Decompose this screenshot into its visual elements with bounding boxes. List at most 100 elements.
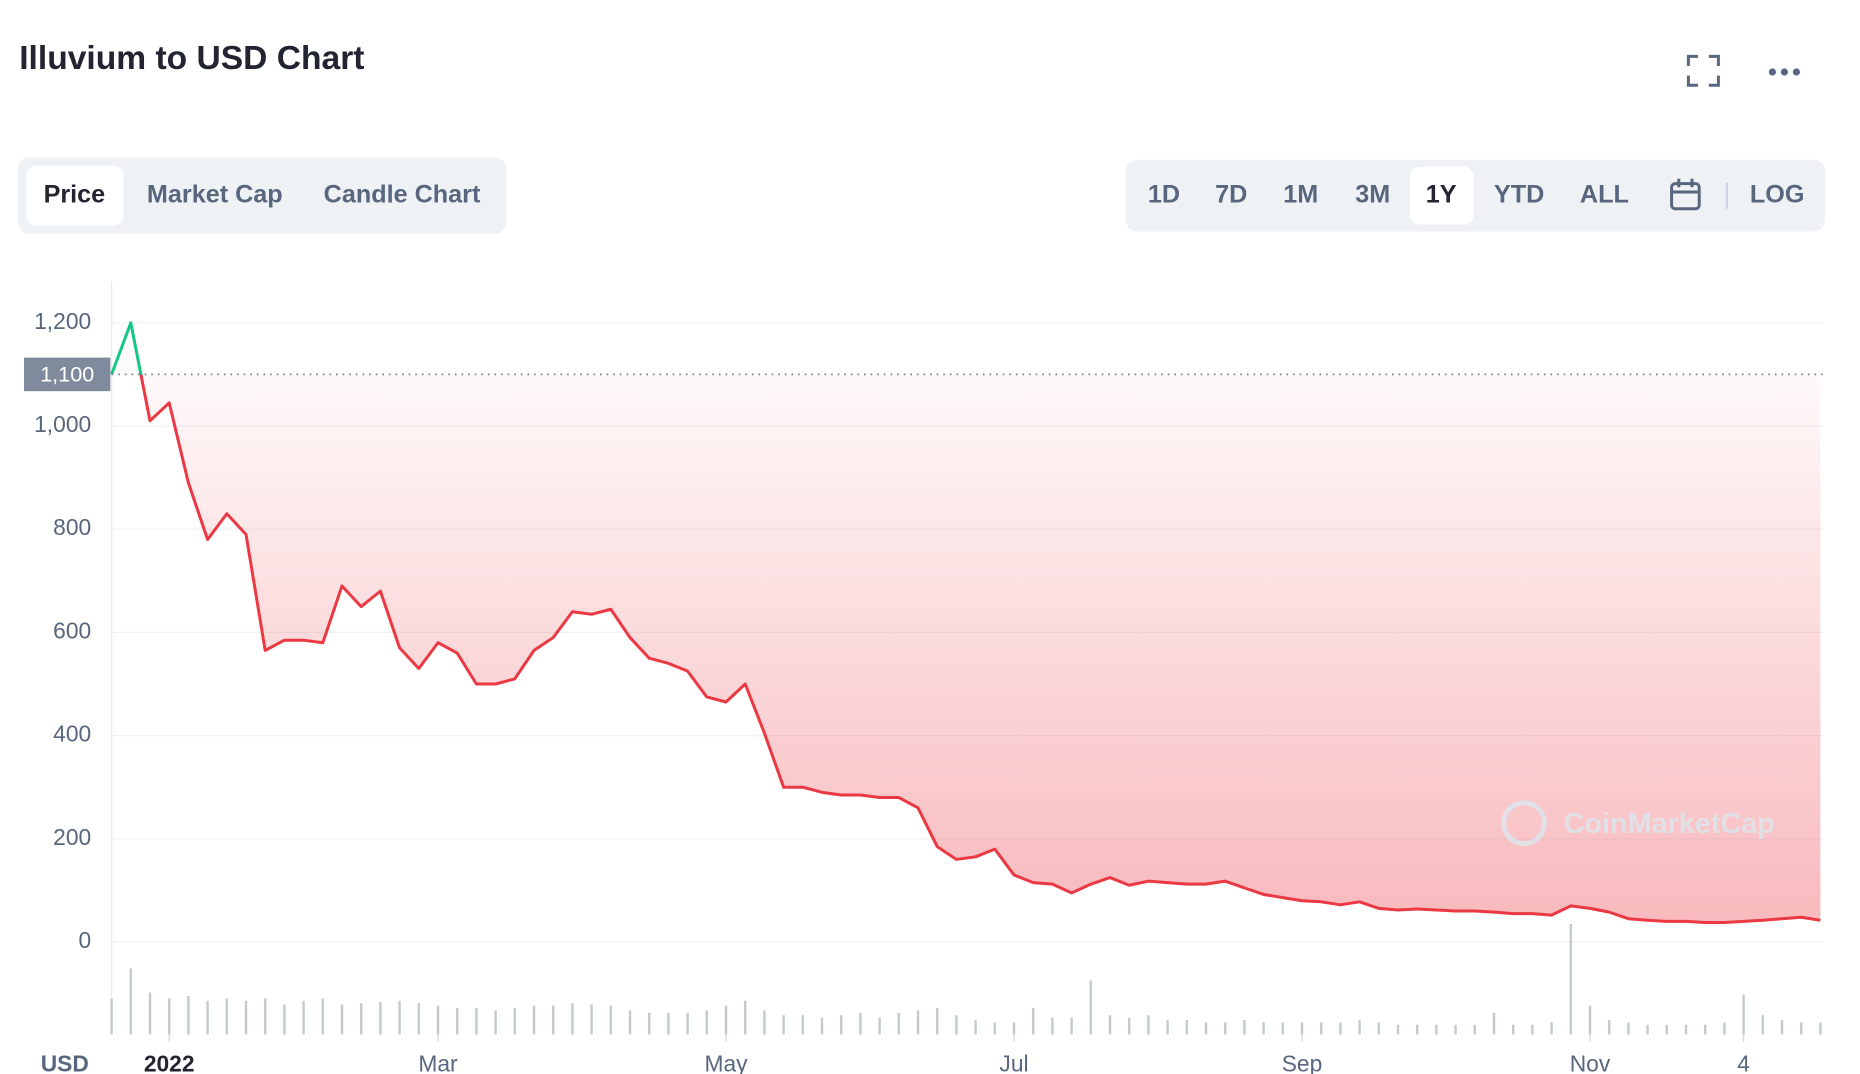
volume-bar — [1396, 1024, 1400, 1035]
reference-label-box — [24, 357, 111, 392]
volume-bar — [1377, 1022, 1380, 1035]
volume-bar — [571, 1003, 574, 1035]
range-active — [1410, 166, 1474, 225]
volume-bar — [379, 1002, 382, 1035]
volume-bar — [1281, 1022, 1284, 1035]
plot: 0 200 400 600 800 1,000 1,200 2022 Mar May Jul Sep N… — [24, 281, 1824, 1074]
volume-bar — [436, 1005, 440, 1035]
volume-bar — [1761, 1015, 1764, 1035]
volume-bar — [667, 1012, 670, 1035]
volume-bar — [590, 1004, 593, 1035]
volume-bar — [1166, 1020, 1169, 1035]
volume-bar — [1665, 1024, 1668, 1035]
volume-bar — [744, 1000, 747, 1035]
volume-bar — [1185, 1020, 1188, 1035]
volume-bar — [1646, 1024, 1649, 1035]
volume-bar — [1492, 1012, 1496, 1035]
volume-bar — [1051, 1017, 1054, 1035]
x-tick-label: Nov — [1570, 1051, 1611, 1074]
volume-bar — [1512, 1024, 1515, 1035]
volume-bar — [724, 1005, 728, 1035]
calendar-button[interactable] — [1670, 178, 1701, 211]
volume-bar — [110, 998, 113, 1035]
more-button[interactable] — [1768, 68, 1800, 76]
range-bar — [1125, 159, 1826, 232]
volume-bar — [936, 1008, 939, 1035]
volume-bar — [1089, 980, 1092, 1035]
volume-bar — [955, 1015, 958, 1035]
volume-bar — [1032, 1008, 1035, 1035]
tab[interactable]: Candle Chart — [324, 180, 481, 208]
volume-bar — [360, 1003, 363, 1035]
y-tick-label: 400 — [53, 721, 91, 747]
y-tick-label: 0 — [79, 927, 92, 953]
volume-bar — [417, 1003, 420, 1035]
volume-bar — [1627, 1022, 1630, 1035]
volume-bar — [916, 1010, 920, 1035]
volume-bar — [1108, 1015, 1112, 1035]
currency-label: USD — [41, 1051, 89, 1074]
volume-bar — [1684, 1024, 1688, 1035]
y-tick-label: 1,000 — [34, 411, 91, 437]
volume-bar — [1780, 1020, 1784, 1035]
range[interactable]: 7D — [1215, 180, 1247, 208]
volume-bar — [206, 1000, 209, 1035]
range[interactable]: 3M — [1355, 180, 1390, 208]
volume-bar — [340, 1004, 344, 1035]
volume-bar — [1800, 1022, 1803, 1035]
volume-bar — [475, 1008, 478, 1035]
tab[interactable]: Market Cap — [147, 180, 283, 208]
range[interactable]: YTD — [1494, 180, 1544, 208]
volume-bar — [264, 998, 267, 1035]
volume-bar — [1358, 1020, 1361, 1035]
reference-label: 1,100 — [40, 361, 94, 386]
volume-bar — [1012, 1022, 1016, 1035]
volume-bar — [1147, 1015, 1150, 1035]
x-tick-label: May — [704, 1051, 748, 1074]
volume-bar — [1454, 1024, 1457, 1035]
range[interactable]: 1M — [1283, 180, 1318, 208]
volume-bar — [628, 1010, 632, 1035]
range[interactable]: 1Y — [1426, 180, 1457, 208]
volume-bar — [148, 992, 152, 1035]
volume-bar — [763, 1010, 766, 1035]
volume-bar — [1550, 1022, 1553, 1035]
volume-bar — [532, 1005, 536, 1035]
y-tick-label: 600 — [53, 617, 91, 643]
volume-bar — [801, 1015, 804, 1035]
tab-active — [26, 165, 124, 226]
volume-bar — [1128, 1017, 1131, 1035]
volume-bar — [878, 1017, 881, 1035]
y-tick-label: 800 — [53, 514, 91, 540]
fullscreen-button[interactable] — [1686, 54, 1720, 87]
volume-bar — [993, 1022, 996, 1035]
volume-bar — [1704, 1024, 1707, 1035]
log-toggle[interactable]: LOG — [1750, 180, 1805, 208]
volume-bar — [1204, 1022, 1208, 1035]
range[interactable]: ALL — [1580, 180, 1629, 208]
volume-bar — [129, 968, 132, 1035]
x-tick-label: Jul — [999, 1051, 1028, 1074]
volume-bar — [1416, 1024, 1419, 1035]
volume-bar — [168, 998, 171, 1035]
volume-bar — [494, 1010, 497, 1035]
volume-bar — [1723, 1022, 1726, 1035]
volume-bar — [705, 1010, 708, 1035]
volume-bar — [1569, 924, 1572, 1035]
volume-bar — [1473, 1024, 1476, 1035]
x-tick-label: Sep — [1282, 1051, 1323, 1074]
x-tick-label: 2022 — [144, 1051, 195, 1074]
volume-bar — [1742, 994, 1745, 1035]
volume-bar — [840, 1015, 843, 1035]
volume-bar — [686, 1012, 689, 1035]
volume-bar — [1819, 1022, 1822, 1035]
tab[interactable]: Price — [44, 180, 106, 208]
range[interactable]: 1D — [1148, 180, 1180, 208]
volume-bar — [1224, 1022, 1227, 1035]
volume-bar — [1320, 1022, 1323, 1035]
volume-bar — [974, 1020, 977, 1035]
volume-bar — [1435, 1024, 1438, 1035]
volume-bar — [398, 1000, 401, 1035]
watermark-text: CoinMarketCap — [1564, 808, 1775, 840]
